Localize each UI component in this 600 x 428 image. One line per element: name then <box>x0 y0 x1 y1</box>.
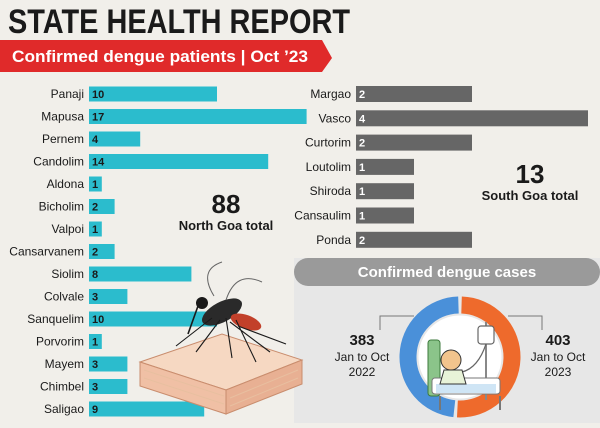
north-category-label: Cansarvanem <box>9 245 84 259</box>
south-bar-value: 1 <box>359 211 365 223</box>
north-category-label: Saligao <box>44 402 84 416</box>
north-bar-value: 8 <box>92 269 98 281</box>
south-category-label: Vasco <box>319 111 352 125</box>
south-bar <box>356 158 414 175</box>
south-bar-value: 2 <box>359 89 365 101</box>
north-bar <box>89 221 102 237</box>
callout-line-2022 <box>379 315 414 330</box>
north-bar <box>89 401 205 417</box>
north-category-label: Sanquelim <box>27 312 84 326</box>
north-category-label: Bicholim <box>39 200 84 214</box>
south-category-label: Loutolim <box>306 160 351 174</box>
north-category-label: Panaji <box>51 87 84 101</box>
patient-illustration <box>427 322 501 410</box>
cases-right-year: 2023 <box>545 365 572 379</box>
cases-left-year: 2022 <box>349 365 376 379</box>
report-title: STATE HEALTH REPORT <box>8 3 350 41</box>
north-bar <box>89 86 217 102</box>
south-bar-value: 1 <box>359 186 365 198</box>
north-bar-value: 1 <box>92 337 98 349</box>
north-bar-value: 17 <box>92 112 104 124</box>
south-category-label: Margao <box>310 87 351 101</box>
north-total-value: 88 <box>212 189 241 219</box>
south-bar <box>356 207 414 224</box>
south-bar-value: 4 <box>359 113 366 125</box>
callout-line-2023 <box>508 315 543 330</box>
south-bar <box>356 110 588 127</box>
south-bar-value: 2 <box>359 138 365 150</box>
north-bar <box>89 379 128 394</box>
south-category-label: Cansaulim <box>294 209 351 223</box>
donut-segment-2023 <box>456 296 521 418</box>
cases-right-value: 403 <box>545 332 570 349</box>
north-bar-value: 1 <box>92 224 98 236</box>
north-bar <box>89 356 128 372</box>
north-bar <box>89 176 102 192</box>
south-bar-value: 1 <box>359 162 365 174</box>
north-bar-value: 10 <box>92 314 104 326</box>
north-bar-value: 9 <box>92 404 98 416</box>
north-bar-value: 2 <box>92 247 98 259</box>
south-category-label: Curtorim <box>305 136 351 150</box>
skin-illustration <box>138 333 304 415</box>
mosquito-icon <box>175 261 287 363</box>
cases-left-value: 383 <box>349 332 374 349</box>
north-bar-value: 10 <box>92 89 104 101</box>
north-bar <box>89 289 128 304</box>
north-category-label: Pernem <box>42 132 84 146</box>
north-bar-value: 2 <box>92 202 98 214</box>
north-category-label: Candolim <box>33 155 84 169</box>
banner-text: Confirmed dengue patients | Oct ’23 <box>12 47 308 66</box>
north-bar <box>89 334 102 349</box>
north-total-label: North Goa total <box>179 218 274 233</box>
north-bar-value: 3 <box>92 382 98 394</box>
north-bar-value: 1 <box>92 179 98 191</box>
south-bar <box>356 231 472 248</box>
north-bar <box>89 266 192 282</box>
north-category-label: Mapusa <box>41 110 84 124</box>
north-bar <box>89 311 217 327</box>
north-category-label: Porvorim <box>36 335 84 349</box>
cases-right-period: Jan to Oct <box>531 350 586 364</box>
north-category-label: Valpoi <box>52 222 84 236</box>
north-goa-bars: Panaji 10 Mapusa 17 Pernem 4 Candolim 14 Aldona 1… <box>9 86 307 417</box>
south-bar <box>356 134 472 151</box>
cases-heading-bar <box>294 258 600 286</box>
north-bar <box>89 244 115 259</box>
north-bar-value: 3 <box>92 292 98 304</box>
south-bar <box>356 86 472 102</box>
south-category-label: Shiroda <box>310 184 352 198</box>
title-banner <box>0 40 332 72</box>
cases-heading: Confirmed dengue cases <box>358 264 536 281</box>
north-bar-value: 14 <box>92 157 105 169</box>
north-category-label: Colvale <box>44 290 84 304</box>
north-bar <box>89 109 307 124</box>
north-category-label: Aldona <box>47 177 85 191</box>
south-total-label: South Goa total <box>482 188 579 203</box>
north-category-label: Chimbel <box>40 380 84 394</box>
north-category-label: Mayem <box>45 357 84 371</box>
north-bar <box>89 199 115 214</box>
south-bar-value: 2 <box>359 235 365 247</box>
north-bar <box>89 131 141 147</box>
north-category-label: Siolim <box>51 267 84 281</box>
north-bar <box>89 154 269 169</box>
north-bar-value: 3 <box>92 359 98 371</box>
south-bar <box>356 183 414 200</box>
north-bar-value: 4 <box>92 134 99 146</box>
cases-left-period: Jan to Oct <box>335 350 390 364</box>
south-total-value: 13 <box>516 159 545 189</box>
donut-segment-2022 <box>399 296 460 418</box>
south-category-label: Ponda <box>316 233 351 247</box>
